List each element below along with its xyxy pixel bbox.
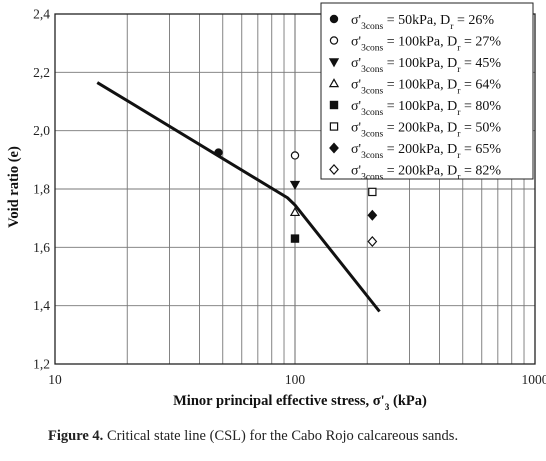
data-points [214,148,378,248]
figure-caption: Figure 4. Critical state line (CSL) for … [48,428,528,445]
legend-marker-4 [328,78,340,88]
legend-marker-3 [328,58,340,68]
data-point-series-2 [290,151,300,160]
legend-entry-4: σ'3cons = 100kPa, Dr = 64% [351,78,501,97]
legend: σ'3cons = 50kPa, Dr = 26% σ'3cons = 100kP… [320,2,534,183]
figure-caption-text: Critical state line (CSL) for the Cabo R… [103,428,459,444]
y-tick-label: 1,8 [33,182,50,197]
legend-marker-6 [329,122,339,131]
x-tick-label: 1000 [522,372,546,387]
data-point-series-3 [289,180,301,190]
data-point-series-5 [290,234,300,243]
y-tick-label: 2,2 [33,65,50,80]
data-point-series-7 [367,209,378,221]
legend-entry-7: σ'3cons = 200kPa, Dr = 65% [351,142,501,161]
y-axis-ticks: 1,2 1,4 1,6 1,8 2,0 2,2 2,4 [33,7,50,372]
legend-marker-1 [329,14,339,24]
y-tick-label: 1,4 [33,298,50,313]
legend-entry-8: σ'3cons = 200kPa, Dr = 82% [351,164,501,183]
legend-entry-1: σ'3cons = 50kPa, Dr = 26% [351,13,494,32]
plot-frame [54,13,536,365]
legend-entry-3: σ'3cons = 100kPa, Dr = 45% [351,56,501,75]
y-tick-label: 2,4 [33,7,50,22]
data-point-series-6 [368,187,377,197]
plot-area-border [54,13,536,365]
legend-entry-5: σ'3cons = 100kPa, Dr = 80% [351,99,501,118]
legend-box [320,2,534,180]
y-tick-label: 1,6 [33,240,50,255]
y-tick-label: 2,0 [33,123,50,138]
x-tick-label: 10 [48,372,62,387]
x-tick-label: 100 [285,372,306,387]
data-point-series-4 [289,207,301,217]
figure-caption-label: Figure 4. [48,428,104,444]
data-point-series-1 [214,148,223,157]
legend-marker-8 [329,163,339,176]
legend-entry-2: σ'3cons = 100kPa, Dr = 27% [351,35,501,54]
csl-line [96,81,381,313]
legend-marker-5 [329,100,339,110]
legend-marker-7 [329,142,339,154]
y-axis-title: Void ratio (e) [6,146,22,228]
csl-line-group [96,81,381,313]
data-point-series-8 [367,235,378,248]
x-axis-title: Minor principal effective stress, σ'3 (k… [173,393,427,413]
y-tick-label: 1,2 [33,357,50,372]
x-axis-ticks: 10 100 1000 [48,372,546,387]
legend-marker-2 [329,36,339,45]
legend-entry-6: σ'3cons = 200kPa, Dr = 50% [351,121,501,140]
